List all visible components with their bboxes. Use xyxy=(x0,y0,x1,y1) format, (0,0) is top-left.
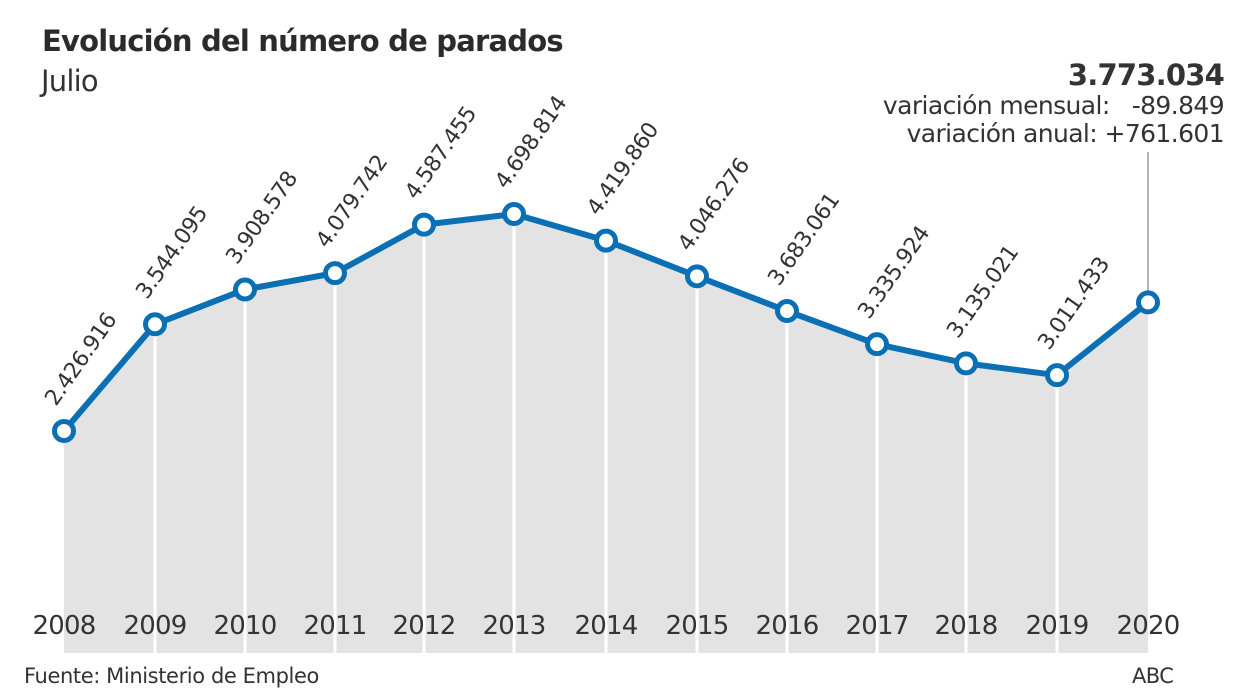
data-point-2018 xyxy=(954,351,978,376)
annual-variation-value: +761.601 xyxy=(1104,119,1224,148)
data-label-2016: 3.683.061 xyxy=(763,189,845,291)
chart-title: Evolución del número de parados xyxy=(42,24,564,58)
data-point-2012 xyxy=(412,212,436,237)
chart-subtitle: Julio xyxy=(41,64,99,98)
x-tick-label-2017: 2017 xyxy=(846,611,909,641)
source-note: Fuente: Ministerio de Empleo xyxy=(24,664,319,688)
data-point-2015 xyxy=(685,264,709,289)
data-point-2020 xyxy=(1136,290,1160,315)
data-point-2010 xyxy=(233,277,257,302)
data-point-2017 xyxy=(865,332,889,357)
data-point-2013 xyxy=(502,202,526,226)
data-label-2015: 4.046.276 xyxy=(673,154,755,256)
data-point-2019 xyxy=(1045,363,1069,388)
annual-variation-label: variación anual: xyxy=(906,119,1098,148)
x-tick-label-2015: 2015 xyxy=(666,611,729,641)
x-tick-label-2010: 2010 xyxy=(214,611,277,641)
latest-value: 3.773.034 xyxy=(1067,58,1225,92)
data-label-2011: 4.079.742 xyxy=(311,151,393,253)
x-tick-label-2011: 2011 xyxy=(304,611,367,641)
data-point-2011 xyxy=(323,261,347,286)
brand-label: ABC xyxy=(1132,664,1174,688)
monthly-variation: variación mensual: -89.849 xyxy=(882,91,1225,120)
x-tick-label-2008: 2008 xyxy=(33,611,96,641)
x-tick-label-2016: 2016 xyxy=(756,611,819,641)
data-label-2010: 3.908.578 xyxy=(221,167,303,269)
data-point-2016 xyxy=(775,299,799,324)
data-label-2014: 4.419.860 xyxy=(582,118,664,220)
x-tick-label-2012: 2012 xyxy=(393,611,456,641)
data-point-2009 xyxy=(143,312,167,337)
x-tick-label-2009: 2009 xyxy=(124,611,187,641)
x-tick-label-2020: 2020 xyxy=(1117,611,1180,641)
monthly-variation-value: -89.849 xyxy=(1131,91,1225,120)
monthly-variation-label: variación mensual: xyxy=(882,91,1110,120)
annual-variation: variación anual: +761.601 xyxy=(883,119,1225,148)
data-label-2013: 4.698.814 xyxy=(490,92,572,194)
data-label-2009: 3.544.095 xyxy=(131,202,213,304)
data-label-2018: 3.135.021 xyxy=(942,241,1024,343)
x-tick-label-2013: 2013 xyxy=(483,611,546,641)
data-label-2017: 3.335.924 xyxy=(853,222,935,324)
x-tick-label-2018: 2018 xyxy=(935,611,998,641)
x-tick-label-2019: 2019 xyxy=(1026,611,1089,641)
data-point-2014 xyxy=(594,228,618,253)
data-point-2008 xyxy=(52,419,76,443)
data-label-2012: 4.587.455 xyxy=(400,102,482,204)
latest-value-callout: 3.773.034 variación mensual: -89.849 vari… xyxy=(882,58,1225,148)
x-tick-label-2014: 2014 xyxy=(575,611,638,641)
